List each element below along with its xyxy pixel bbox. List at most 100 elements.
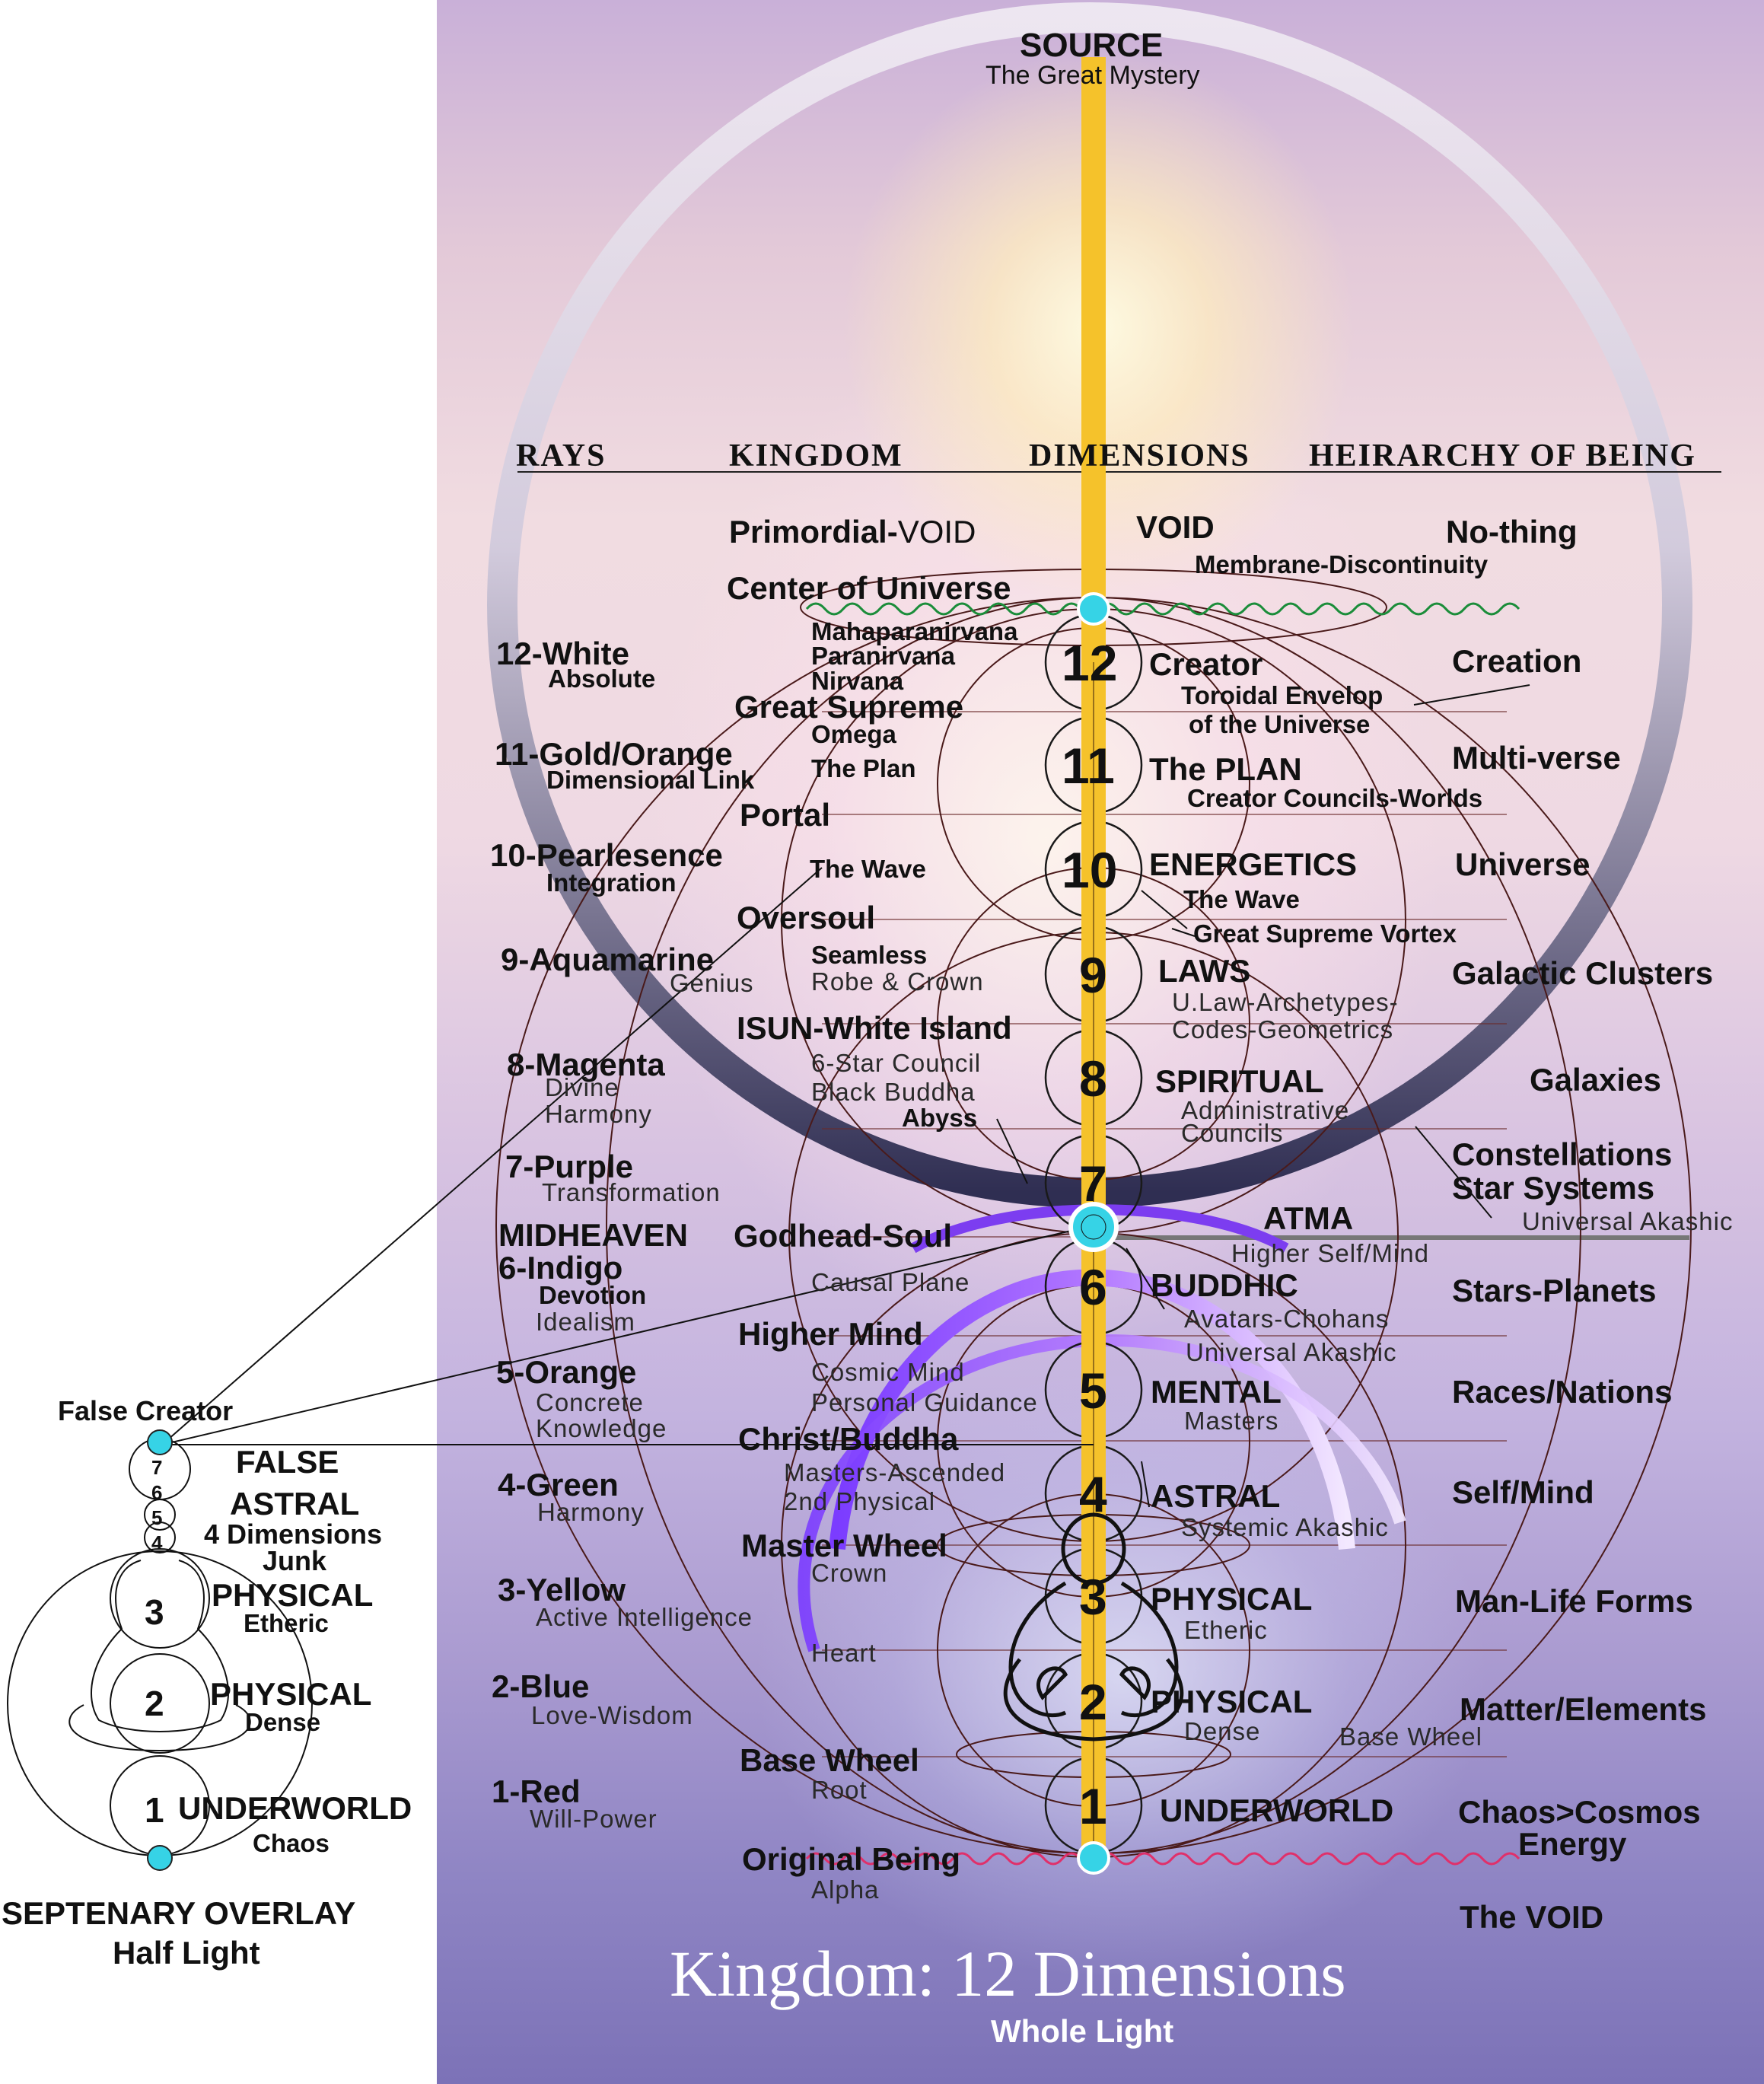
membrane-discontinuity: Membrane-Discontinuity — [1195, 550, 1489, 578]
dimension-laws: LAWS — [1158, 953, 1251, 989]
ray-7-desc: Transformation — [542, 1178, 721, 1206]
header-hierarchy: HEIRARCHY OF BEING — [1309, 438, 1696, 473]
dimension-of-the-universe: of the Universe — [1189, 710, 1371, 738]
ray-3-name: 3-Yellow — [498, 1572, 626, 1608]
ray-9-name: 9-Aquamarine — [501, 942, 715, 977]
ray-5-desc: Concrete — [536, 1388, 644, 1416]
hierarchy-constellations: Constellations — [1452, 1136, 1673, 1172]
kingdom-root: Root — [811, 1776, 868, 1804]
dimension-administrative: Administrative — [1181, 1096, 1350, 1124]
header-kingdom: KINGDOM — [729, 438, 903, 473]
source-title: SOURCE — [1020, 27, 1164, 64]
footer-title: Kingdom: 12 Dimensions — [670, 1937, 1346, 2010]
kingdom-base-wheel: Base Wheel — [740, 1742, 919, 1778]
hierarchy-universal-akashic: Universal Akashic — [1522, 1207, 1734, 1235]
dimension-number-9: 9 — [1079, 947, 1107, 1003]
ray-1-name: 1-Red — [492, 1773, 581, 1809]
ray-11-desc: Dimensional Link — [546, 766, 755, 794]
dimension-number-11: 11 — [1062, 738, 1115, 794]
septenary-physical-etheric: PHYSICAL — [212, 1577, 374, 1613]
dimension-number-1: 1 — [1079, 1778, 1107, 1834]
dimension-number-3: 3 — [1079, 1569, 1107, 1625]
kingdom-omega: Omega — [811, 720, 896, 748]
kingdom-nirvana: Nirvana — [811, 667, 904, 695]
kingdom-seamless: Seamless — [811, 941, 928, 969]
kingdom-original-being: Original Being — [742, 1841, 961, 1877]
hierarchy-the-void: The VOID — [1460, 1899, 1604, 1935]
wave-top — [805, 602, 1520, 616]
dimension-number-6: 6 — [1079, 1259, 1107, 1315]
dimension-avatars-chohans: Avatars-Chohans — [1184, 1305, 1390, 1333]
hierarchy-man-life-forms: Man-Life Forms — [1455, 1583, 1693, 1619]
dimension-creator: Creator — [1149, 646, 1263, 682]
septenary-underworld: UNDERWORLD — [178, 1790, 412, 1826]
ray-4-desc: Harmony — [537, 1498, 645, 1526]
ray-2-desc: Love-Wisdom — [531, 1701, 693, 1729]
ray-12-desc: Absolute — [548, 664, 656, 693]
footer-subtitle: Whole Light — [991, 2013, 1174, 2049]
dimension-number-8: 8 — [1079, 1050, 1107, 1107]
septenary-physical-dense: PHYSICAL — [210, 1676, 372, 1712]
dimension-systemic-akashic: Systemic Akashic — [1181, 1513, 1389, 1541]
kingdom-robe-crown: Robe & Crown — [811, 967, 984, 996]
ray-6-name: 6-Indigo — [498, 1250, 623, 1286]
dimension-buddhic: BUDDHIC — [1151, 1267, 1298, 1303]
kingdom-causal-plane: Causal Plane — [811, 1268, 970, 1296]
septenary-dense: Dense — [245, 1708, 321, 1736]
kingdom-6-star-council: 6-Star Council — [811, 1049, 982, 1077]
kingdom-godhead-soul: Godhead-Soul — [734, 1218, 952, 1254]
arrows — [996, 684, 1530, 1508]
hierarchy-races-nations: Races/Nations — [1452, 1374, 1673, 1410]
dimension-number-10: 10 — [1062, 842, 1118, 898]
source-subtitle: The Great Mystery — [985, 61, 1200, 90]
hierarchy-nothing: No-thing — [1446, 514, 1578, 550]
dimension-void: VOID — [1136, 509, 1215, 545]
kingdom-isun: ISUN-White Island — [737, 1010, 1012, 1046]
ray-8-desc: Divine — [545, 1073, 619, 1101]
kingdom-the-wave: The Wave — [810, 855, 926, 883]
ray-9-desc: Genius — [670, 969, 754, 997]
dimension-number-2: 2 — [1079, 1674, 1107, 1730]
dimension-mental: MENTAL — [1151, 1374, 1282, 1410]
hierarchy-energy: Energy — [1518, 1826, 1627, 1862]
septenary-num-6: 6 — [151, 1481, 163, 1504]
kingdom-christ-buddha: Christ/Buddha — [738, 1421, 959, 1457]
septenary-4-dimensions: 4 Dimensions — [204, 1518, 383, 1550]
dimension-codes-geometrics: Codes-Geometrics — [1172, 1015, 1394, 1044]
hierarchy-galaxies: Galaxies — [1530, 1062, 1661, 1098]
kingdom-cosmic-mind: Cosmic Mind — [811, 1358, 965, 1386]
dimension-higher-self: Higher Self/Mind — [1231, 1239, 1429, 1267]
hierarchy-universe: Universe — [1455, 846, 1590, 882]
hierarchy-multiverse: Multi-verse — [1452, 740, 1621, 776]
dimension-energetics: ENERGETICS — [1149, 846, 1358, 882]
septenary-false: FALSE — [236, 1444, 339, 1480]
dimension-the-wave: The Wave — [1183, 885, 1300, 913]
ray-4-name: 4-Green — [498, 1467, 619, 1502]
wave-bottom — [805, 1852, 1520, 1866]
kingdom-paranirvana: Paranirvana — [811, 642, 955, 670]
kingdom-2nd-physical: 2nd Physical — [784, 1487, 936, 1515]
septenary-subtitle: Half Light — [113, 1935, 260, 1971]
dimension-number-12: 12 — [1062, 635, 1118, 691]
kingdom-master-wheel: Master Wheel — [741, 1528, 947, 1563]
hierarchy-star-systems: Star Systems — [1452, 1170, 1655, 1206]
kingdom-oversoul: Oversoul — [737, 900, 876, 935]
dimension-etheric: Etheric — [1184, 1616, 1268, 1644]
ray-11-name: 11-Gold/Orange — [495, 736, 733, 772]
dimension-creator-councils: Creator Councils-Worlds — [1187, 784, 1483, 812]
dimension-toroidal-envelop: Toroidal Envelop — [1181, 681, 1383, 709]
septenary-num-1: 1 — [145, 1790, 164, 1830]
connector-line-1 — [161, 1225, 1094, 1445]
center-of-universe: Center of Universe — [727, 570, 1011, 606]
dimension-great-supreme-vortex: Great Supreme Vortex — [1193, 919, 1457, 948]
septenary-title: SEPTENARY OVERLAY — [2, 1895, 356, 1931]
dimension-base-wheel: Base Wheel — [1339, 1722, 1482, 1751]
kingdom-heart: Heart — [811, 1639, 877, 1667]
kingdom-portal: Portal — [740, 797, 831, 833]
dimension-physical-dense: PHYSICAL — [1151, 1684, 1313, 1719]
septenary-base-node — [147, 1845, 173, 1871]
septenary-astral: ASTRAL — [230, 1486, 360, 1522]
dimension-councils: Councils — [1181, 1119, 1284, 1147]
septenary-false-creator: False Creator — [58, 1395, 234, 1426]
